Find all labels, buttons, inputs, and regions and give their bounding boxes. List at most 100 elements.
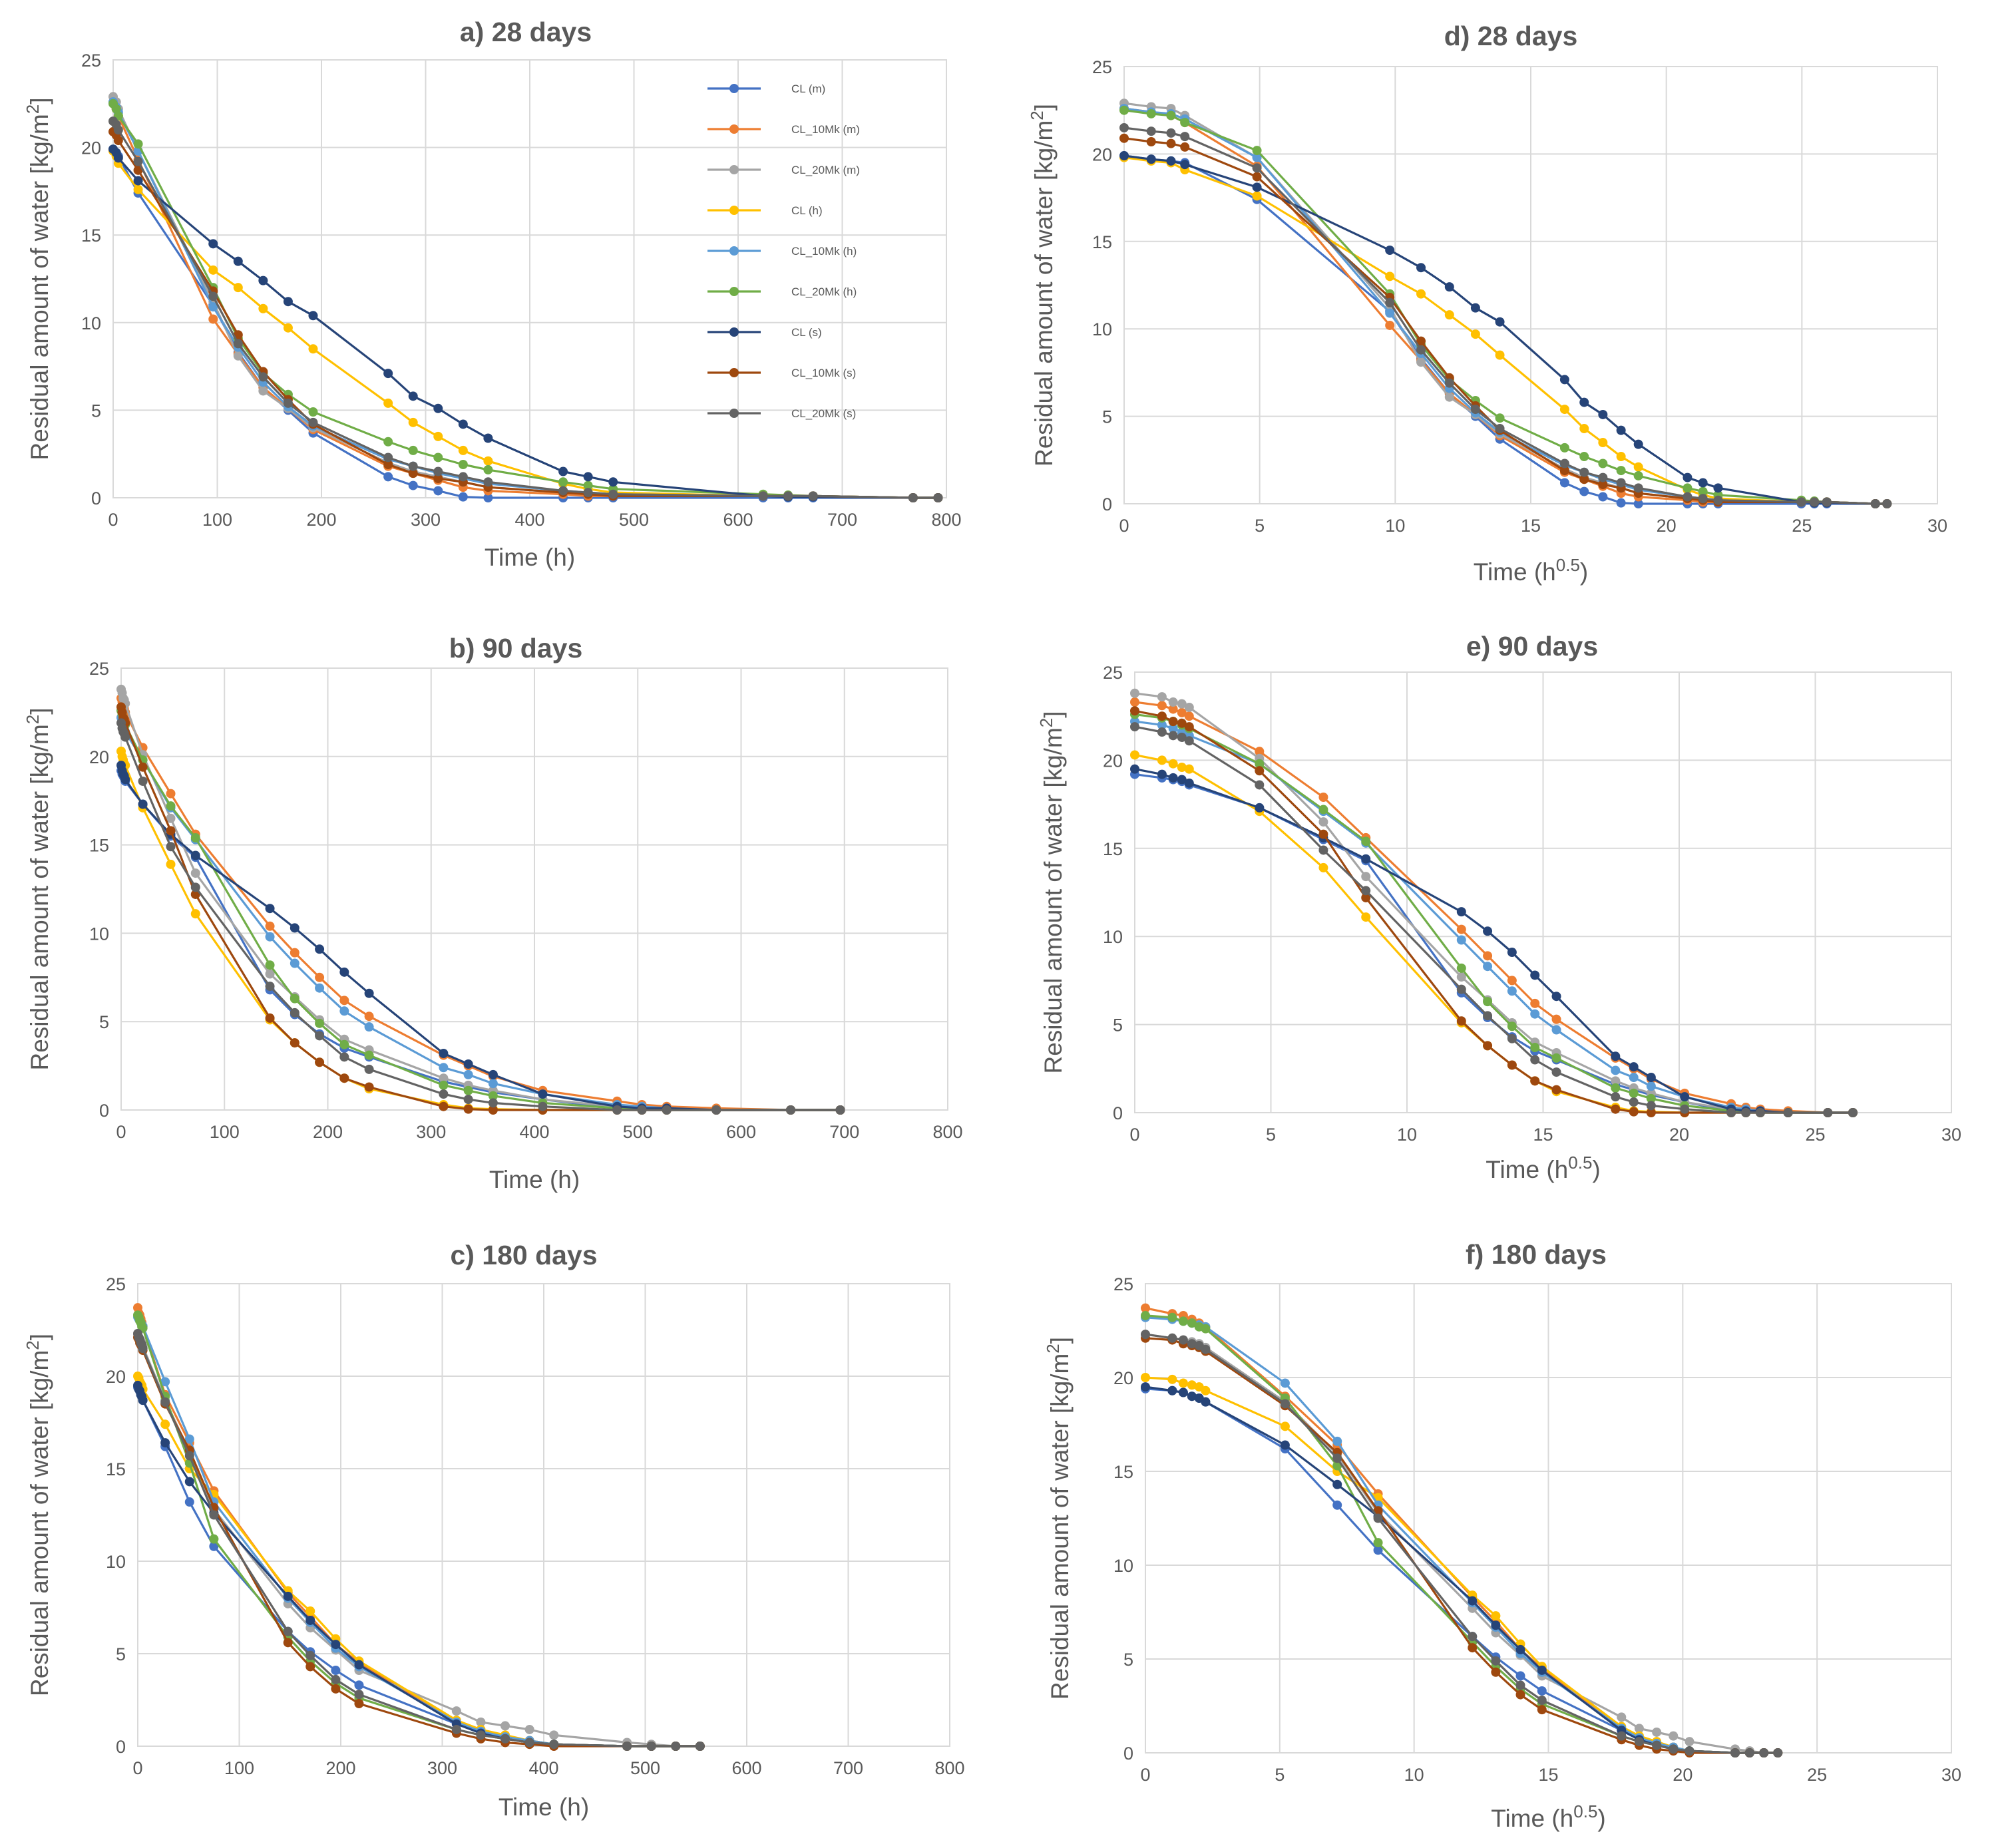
- data-point: [1178, 1316, 1188, 1326]
- x-axis-title: Time (h): [489, 1166, 580, 1193]
- x-tick-label: 0: [132, 1758, 142, 1778]
- data-point: [1130, 750, 1139, 760]
- data-point: [339, 1006, 349, 1016]
- data-point: [1166, 110, 1176, 120]
- series-CL_20Mk (s): [1130, 722, 1858, 1117]
- data-point: [1559, 459, 1569, 468]
- data-point: [364, 1050, 374, 1060]
- data-point: [1470, 405, 1480, 415]
- data-point: [1119, 105, 1129, 115]
- x-axis-title: Time (h): [485, 544, 575, 571]
- data-point: [1537, 1696, 1547, 1706]
- data-point: [1361, 872, 1371, 882]
- data-point: [1177, 718, 1187, 728]
- data-point: [1361, 886, 1371, 896]
- data-point: [433, 453, 443, 462]
- data-point: [1669, 1744, 1679, 1754]
- data-point: [1579, 452, 1589, 462]
- data-point: [1456, 924, 1466, 934]
- data-point: [711, 1105, 721, 1115]
- data-point: [558, 466, 568, 476]
- data-point: [1598, 459, 1608, 468]
- series-line: [112, 150, 940, 499]
- y-tick-label: 10: [106, 1552, 126, 1572]
- data-point: [622, 1742, 632, 1751]
- data-point: [184, 1497, 194, 1507]
- data-point: [783, 491, 793, 501]
- legend-swatch-marker: [729, 84, 739, 93]
- data-point: [1280, 1399, 1290, 1409]
- data-point: [305, 1606, 315, 1616]
- series-CL (s): [1141, 1382, 1783, 1757]
- data-point: [558, 486, 568, 496]
- data-point: [133, 176, 143, 186]
- x-tick-label: 700: [829, 1122, 859, 1142]
- data-point: [1385, 320, 1395, 330]
- data-point: [1361, 892, 1371, 902]
- data-point: [1146, 108, 1156, 118]
- data-point: [1559, 405, 1569, 415]
- data-point: [113, 125, 123, 135]
- data-point: [1507, 976, 1517, 986]
- data-point: [1361, 912, 1371, 922]
- data-point: [488, 1098, 498, 1108]
- legend-swatch-marker: [729, 287, 739, 296]
- data-point: [1507, 1021, 1517, 1031]
- data-point: [364, 1022, 374, 1032]
- data-point: [339, 1073, 349, 1083]
- data-point: [1683, 492, 1692, 502]
- y-tick-label: 15: [1092, 232, 1112, 252]
- data-point: [283, 323, 293, 333]
- x-tick-label: 500: [623, 1122, 653, 1142]
- data-point: [1629, 1062, 1639, 1072]
- data-point: [1468, 1632, 1478, 1642]
- data-point: [383, 437, 393, 447]
- series-CL (s): [1119, 151, 1892, 508]
- data-point: [483, 477, 493, 487]
- data-point: [1598, 409, 1608, 419]
- data-point: [1444, 378, 1454, 388]
- x-tick-label: 100: [202, 510, 232, 530]
- data-point: [1167, 1333, 1177, 1343]
- data-point: [160, 1397, 170, 1407]
- data-point: [1507, 948, 1517, 958]
- x-tick-label: 500: [630, 1758, 660, 1778]
- data-point: [1180, 160, 1190, 170]
- data-point: [662, 1105, 672, 1115]
- x-tick-label: 20: [1657, 516, 1677, 536]
- legend-item: CL_20Mk (s): [707, 407, 856, 420]
- data-point: [463, 1085, 473, 1095]
- x-tick-label: 25: [1805, 1125, 1825, 1145]
- y-tick-label: 25: [89, 659, 109, 679]
- data-point: [283, 398, 293, 408]
- data-point: [120, 732, 130, 742]
- x-tick-label: 200: [306, 510, 336, 530]
- series-CL_10Mk (m): [108, 97, 943, 502]
- data-point: [908, 493, 918, 502]
- series-line: [1133, 753, 1854, 1114]
- series-line: [1123, 107, 1888, 505]
- x-tick-label: 0: [1129, 1125, 1139, 1145]
- data-point: [1166, 128, 1176, 138]
- x-tick-label: 300: [416, 1122, 446, 1142]
- data-point: [1157, 769, 1167, 779]
- y-tick-label: 0: [1113, 1103, 1123, 1123]
- data-point: [1252, 152, 1262, 162]
- series-line: [112, 120, 940, 499]
- data-point: [1167, 1386, 1177, 1395]
- data-point: [283, 1638, 293, 1648]
- series-CL_20Mk (h): [1130, 709, 1858, 1117]
- chart-panel-b: 0 100 200 300 400 500 600 700 800 0 5 10 15 20 25 b) 90…: [23, 633, 963, 1193]
- series-CL_20Mk (m): [1119, 98, 1892, 508]
- series-line: [120, 764, 842, 1111]
- legend: CL (m) CL_10Mk (m) CL_20Mk (m) CL (h) CL_10M…: [707, 83, 860, 420]
- data-point: [1166, 156, 1176, 166]
- data-point: [1255, 803, 1265, 813]
- data-point: [1822, 497, 1832, 507]
- data-point: [488, 1079, 498, 1089]
- data-point: [408, 468, 418, 478]
- data-point: [1598, 472, 1608, 482]
- data-point: [308, 417, 318, 427]
- data-point: [1252, 191, 1262, 201]
- data-point: [1141, 1382, 1150, 1392]
